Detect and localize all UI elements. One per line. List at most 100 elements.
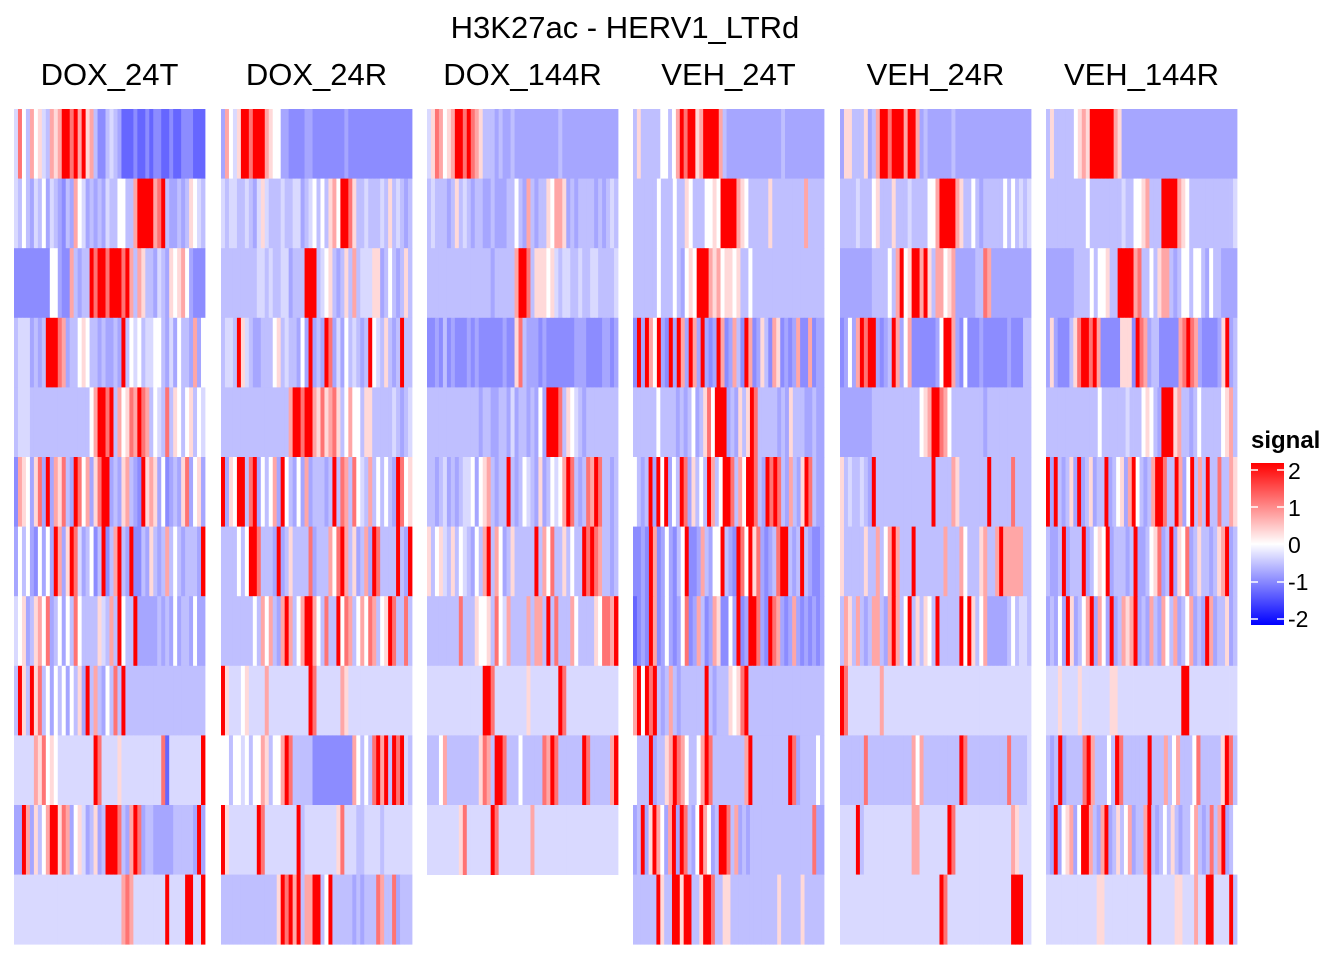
heatmap-cell [1171, 735, 1177, 806]
heatmap-cell [675, 387, 681, 458]
heatmap-cell [137, 805, 142, 875]
heatmap-cell [955, 248, 960, 319]
heatmap-cell [33, 665, 39, 736]
heatmap-cell [17, 805, 23, 875]
heatmap-cell [1229, 317, 1234, 388]
heatmap-cell [935, 526, 940, 597]
heatmap-cell [781, 457, 786, 527]
heatmap-cell [1233, 109, 1238, 179]
heatmap-cell [1151, 317, 1156, 388]
heatmap-cell [683, 874, 688, 945]
heatmap-cell [1194, 805, 1199, 875]
heatmap-cell [633, 665, 638, 736]
heatmap-cell [396, 317, 401, 388]
heatmap-cell [312, 109, 317, 179]
heatmap-cell [863, 248, 869, 319]
heatmap-cell [773, 874, 778, 945]
heatmap-cell [384, 387, 389, 458]
heatmap-cell [859, 526, 865, 597]
heatmap-cell [300, 248, 305, 319]
heatmap-cell [1105, 665, 1111, 736]
heatmap-cell [935, 178, 940, 249]
heatmap-cell [875, 317, 881, 388]
heatmap-cell [1151, 735, 1157, 806]
heatmap-cell [466, 109, 472, 179]
heatmap-cell [21, 665, 27, 736]
heatmap-cell [1229, 109, 1234, 179]
heatmap-cell [550, 387, 555, 458]
heatmap-cell [280, 248, 286, 319]
heatmap-cell [871, 805, 877, 875]
heatmap-cell [768, 596, 773, 667]
heatmap-cell [764, 248, 769, 319]
heatmap-cell [352, 735, 357, 806]
heatmap-cell [919, 109, 924, 179]
heatmap-cell [352, 178, 357, 249]
heatmap-cell [388, 596, 393, 667]
heatmap-cell [149, 178, 154, 249]
heatmap-cell [427, 387, 432, 458]
heatmap-cell [49, 317, 55, 388]
heatmap-cell [264, 178, 270, 249]
heatmap-cell [482, 248, 488, 319]
heatmap-cell [1077, 248, 1083, 319]
heatmap-cell [1225, 874, 1230, 945]
heatmap-cell [895, 874, 901, 945]
heatmap-cell [308, 735, 313, 806]
heatmap-cell [975, 735, 980, 806]
heatmap-cell [113, 735, 118, 806]
heatmap-cell [121, 526, 126, 597]
heatmap-cell [1117, 596, 1123, 667]
heatmap-cell [1225, 457, 1230, 527]
heatmap-cell [590, 526, 595, 597]
heatmap-cell [602, 109, 607, 179]
heatmap-cell [352, 317, 357, 388]
heatmap-cell [404, 109, 409, 179]
heatmap-cell [113, 596, 118, 667]
heatmap-cell [1003, 805, 1008, 875]
heatmap-cell [105, 248, 110, 319]
heatmap-cell [292, 735, 298, 806]
heatmap-cell [792, 109, 798, 179]
heatmap-cell [859, 317, 865, 388]
heatmap-cell [726, 457, 731, 527]
heatmap-cell [272, 178, 278, 249]
heatmap-cell [392, 805, 397, 875]
heatmap-cell [1065, 665, 1071, 736]
heatmap-cell [93, 665, 98, 736]
heatmap-cell [1225, 596, 1230, 667]
heatmap-cell [1197, 665, 1202, 736]
heatmap-cell [14, 805, 19, 875]
heatmap-cell [574, 735, 579, 806]
heatmap-cell [336, 109, 341, 179]
heatmap-cell [606, 109, 611, 179]
heatmap-cell [967, 526, 972, 597]
heatmap-cell [1229, 526, 1234, 597]
heatmap-cell [384, 317, 389, 388]
heatmap-cell [808, 735, 813, 806]
heatmap-cell [57, 805, 63, 875]
heatmap-cell [181, 248, 186, 319]
heatmap-cell [1085, 596, 1091, 667]
heatmap-cell [883, 457, 889, 527]
heatmap-cell [911, 457, 917, 527]
heatmap-cell [1190, 874, 1195, 945]
heatmap-cell [400, 874, 405, 945]
heatmap-cell [400, 665, 405, 736]
heatmap-cell [660, 596, 666, 667]
heatmap-cell [1104, 874, 1109, 945]
heatmap-cell [887, 387, 893, 458]
heatmap-cell [911, 596, 917, 667]
heatmap-cell [614, 526, 619, 597]
heatmap-cell [264, 665, 270, 736]
heatmap-cell [1198, 317, 1203, 388]
heatmap-cell [352, 596, 357, 667]
heatmap-cell [558, 248, 563, 319]
heatmap-cell [1089, 665, 1095, 736]
heatmap-cell [1145, 387, 1150, 458]
heatmap-cell [1093, 526, 1099, 597]
heatmap-cell [101, 248, 106, 319]
heatmap-cell [765, 874, 770, 945]
heatmap-cell [510, 526, 515, 597]
heatmap-cell [644, 178, 650, 249]
